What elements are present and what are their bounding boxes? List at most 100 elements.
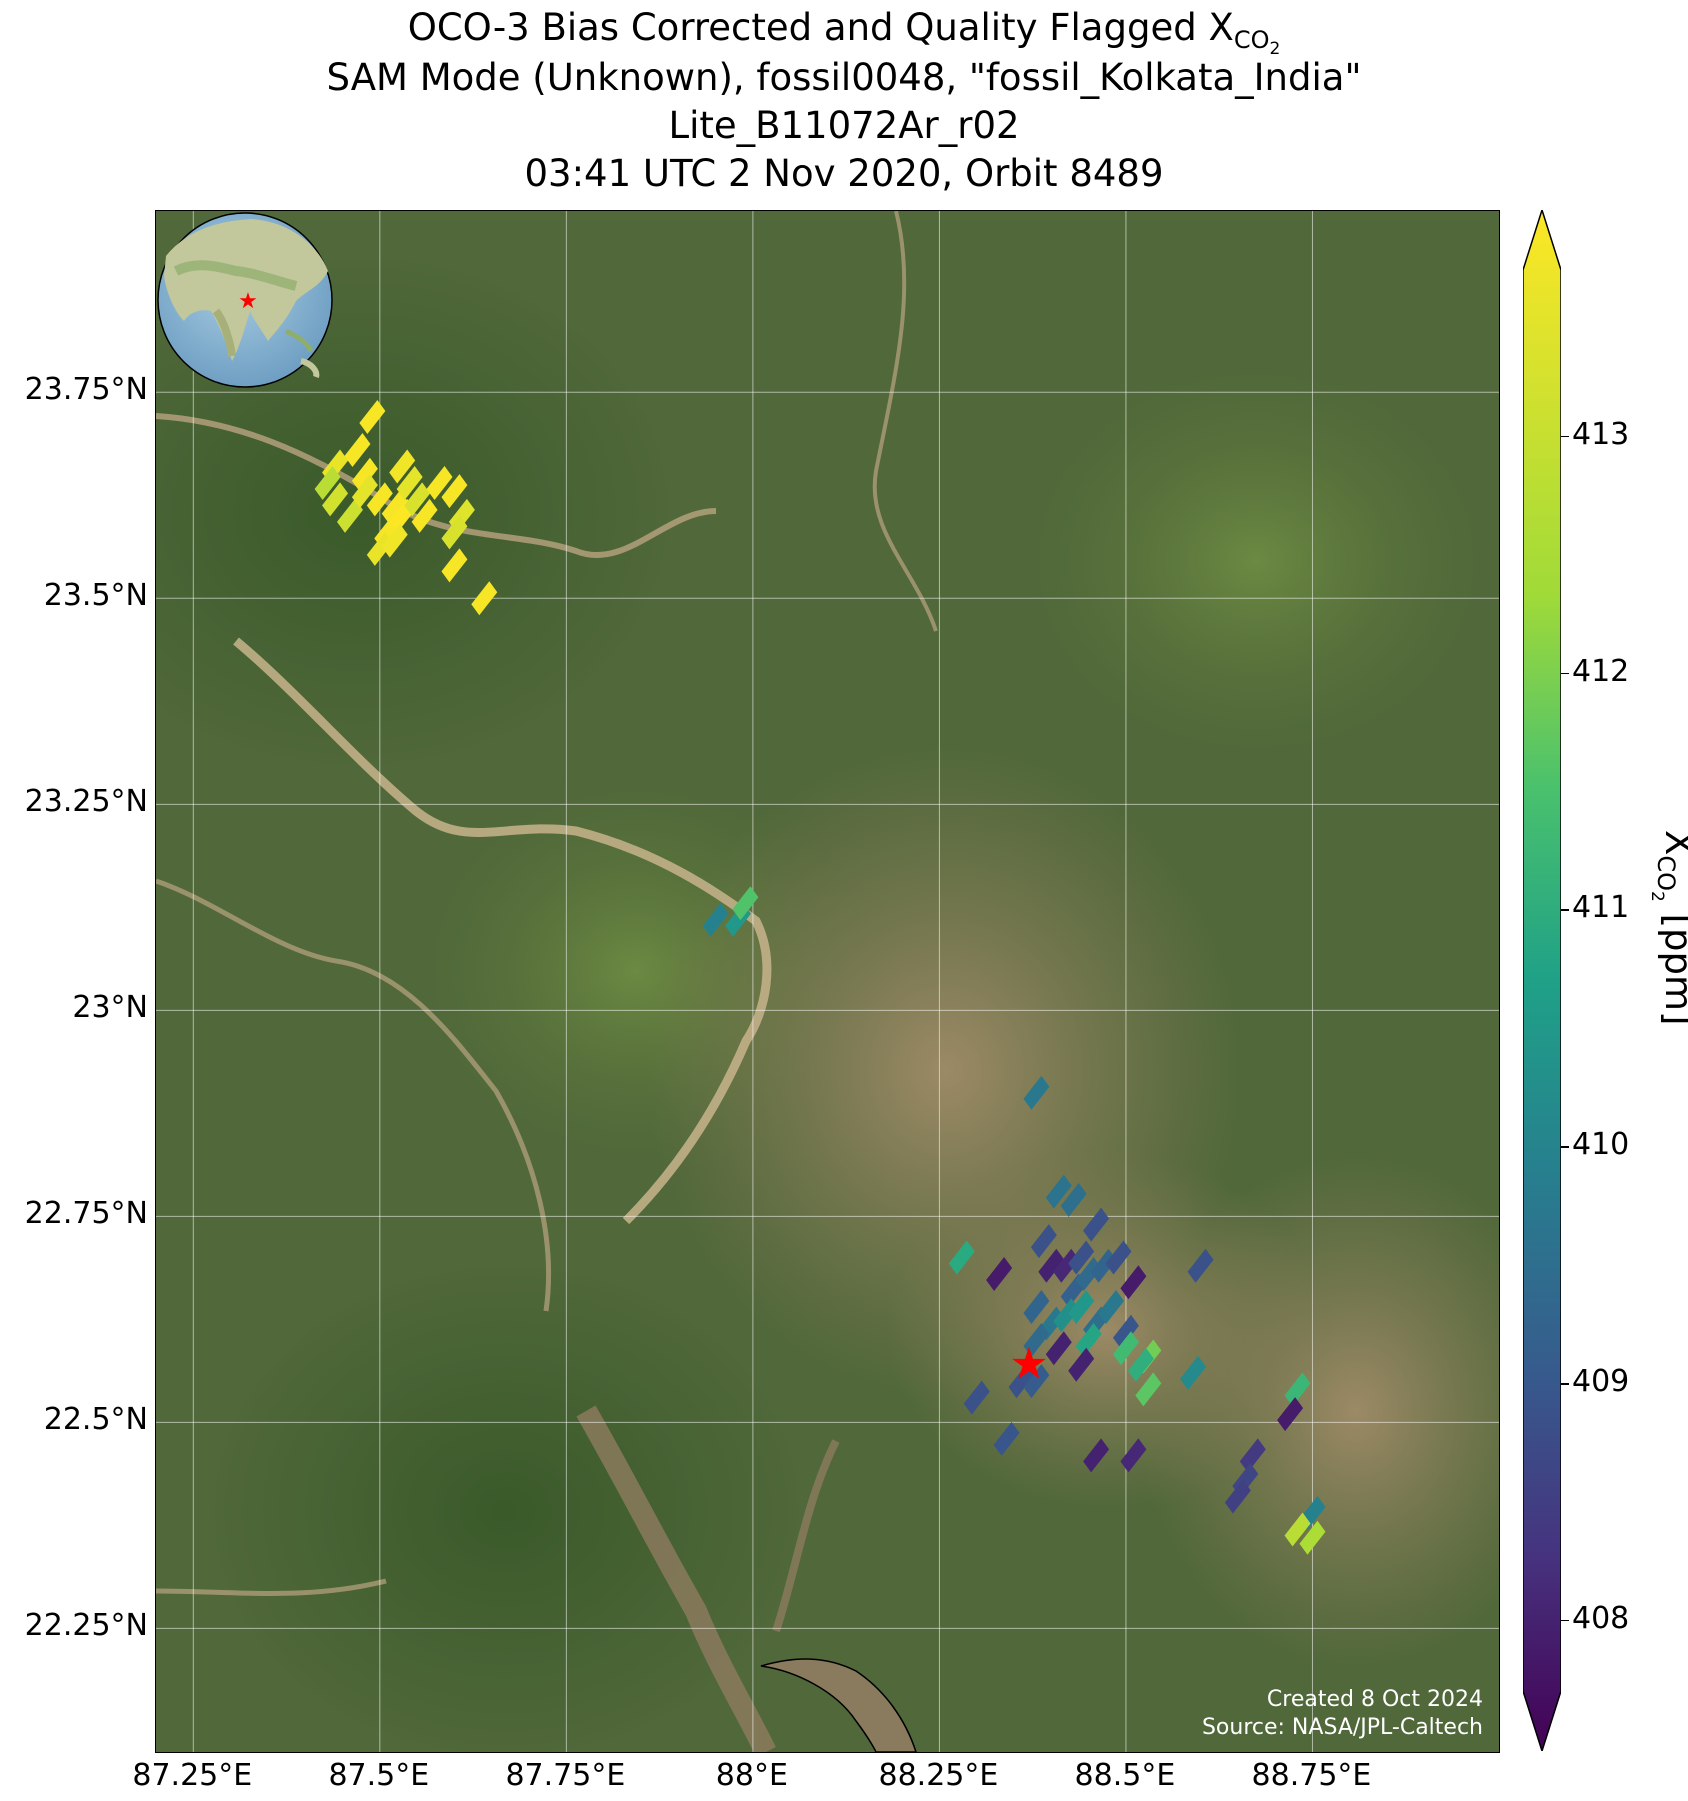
sounding-footprint <box>1105 1240 1132 1275</box>
sounding-footprint <box>993 1421 1020 1456</box>
title-line-2: SAM Mode (Unknown), fossil0048, "fossil_… <box>326 56 1362 99</box>
sounding-footprint <box>314 465 341 500</box>
sounding-footprint <box>1008 1364 1035 1399</box>
gridlines <box>156 211 1499 1752</box>
sounding-footprint <box>1053 1298 1080 1333</box>
sounding-footprint <box>1239 1438 1266 1473</box>
sounding-footprint <box>1090 1248 1117 1283</box>
sounding-footprint <box>1083 1438 1110 1473</box>
title-line-4: 03:41 UTC 2 Nov 2020, Orbit 8489 <box>524 152 1164 195</box>
colorbar-tick-label: 412 <box>1572 653 1630 689</box>
y-tick-label: 22.25°N <box>24 1608 148 1644</box>
sounding-footprint <box>389 449 416 484</box>
sounding-footprint <box>1135 1372 1162 1407</box>
sounding-footprint <box>1127 1347 1154 1382</box>
colorbar-tick-label: 410 <box>1572 1127 1630 1163</box>
sounding-footprint <box>1180 1355 1207 1390</box>
sounding-footprint <box>1045 1174 1072 1209</box>
x-tick-label: 88°E <box>715 1758 788 1793</box>
colorbar-tick-label: 411 <box>1572 890 1630 926</box>
sounding-footprint <box>1083 1207 1110 1242</box>
sounding-footprint <box>471 581 498 616</box>
map-panel[interactable]: ★ ★ Created 8 Oct 2024 Source: NASA/JPL-… <box>155 210 1500 1753</box>
sounding-footprint <box>381 490 408 525</box>
sounding-footprint <box>1030 1224 1057 1259</box>
sounding-footprint <box>1187 1248 1214 1283</box>
x-tick-label: 87.25°E <box>132 1758 253 1793</box>
colorbar-tick-label: 413 <box>1572 416 1630 452</box>
sounding-footprint <box>351 474 378 509</box>
sounding-footprint <box>322 482 349 517</box>
sounding-footprint <box>1224 1479 1251 1514</box>
sounding-footprint <box>702 902 729 937</box>
sounding-footprint <box>396 465 423 500</box>
sounding-footprint <box>441 548 468 583</box>
sounding-footprint <box>1098 1290 1125 1325</box>
sounding-footprint <box>1023 1290 1050 1325</box>
colorbar-tick-mark <box>1561 909 1569 911</box>
sounding-footprint <box>344 432 371 467</box>
sounding-footprint <box>441 515 468 550</box>
sounding-footprint <box>404 482 431 517</box>
colorbar-tick-mark <box>1561 1619 1569 1622</box>
xco2-soundings <box>314 400 1326 1555</box>
sounding-footprint <box>1068 1290 1095 1325</box>
colorbar-tick-label: 408 <box>1572 1600 1630 1636</box>
sounding-footprint <box>1120 1438 1147 1473</box>
y-tick-label: 22.5°N <box>43 1402 148 1438</box>
title-line-3: Lite_B11072Ar_r02 <box>668 104 1020 147</box>
title-line-1: OCO-3 Bias Corrected and Quality Flagged… <box>407 6 1281 60</box>
credit-text: Created 8 Oct 2024 Source: NASA/JPL-Calt… <box>1201 1687 1483 1740</box>
sounding-footprint <box>1068 1347 1095 1382</box>
target-marker: ★ <box>1009 1339 1048 1390</box>
sounding-footprint <box>336 498 363 533</box>
x-tick-label: 87.5°E <box>328 1758 430 1793</box>
sounding-footprint <box>359 400 386 435</box>
colorbar-tick-mark <box>1561 435 1569 438</box>
sounding-footprint <box>351 457 378 492</box>
y-tick-label: 22.75°N <box>24 1196 148 1232</box>
x-tick-label: 88.5°E <box>1074 1758 1176 1793</box>
sounding-footprint <box>1060 1182 1087 1217</box>
sounding-footprint <box>1284 1512 1311 1547</box>
sounding-footprint <box>426 465 453 500</box>
x-tick-label: 88.25°E <box>878 1758 999 1793</box>
colorbar-tick-mark <box>1561 672 1569 675</box>
sounding-footprint <box>948 1240 975 1275</box>
y-tick-label: 23°N <box>72 990 148 1026</box>
sounding-footprint <box>732 886 759 921</box>
sounding-footprint <box>1299 1520 1326 1555</box>
sounding-footprint <box>963 1380 990 1415</box>
sounding-footprint <box>1023 1322 1050 1357</box>
colorbar-tick-label: 409 <box>1572 1364 1630 1400</box>
sounding-footprint <box>1112 1331 1139 1366</box>
y-tick-label: 23.5°N <box>43 578 148 614</box>
sounding-footprint <box>441 474 468 509</box>
x-tick-label: 87.75°E <box>505 1758 626 1793</box>
colorbar-tick-mark <box>1561 1383 1569 1385</box>
sounding-footprint <box>366 531 393 566</box>
sounding-footprint <box>1284 1372 1311 1407</box>
colorbar <box>1523 210 1561 1751</box>
sounding-footprint <box>381 523 408 558</box>
sounding-footprint <box>1038 1248 1065 1283</box>
x-tick-label: 88.75°E <box>1251 1758 1372 1793</box>
sounding-footprint <box>1023 1364 1050 1399</box>
sounding-footprint <box>1075 1257 1102 1292</box>
sounding-footprint <box>366 482 393 517</box>
sounding-footprint <box>1277 1397 1304 1432</box>
colorbar-tick-mark <box>1561 1146 1569 1148</box>
star-icon: ★ <box>1009 1339 1048 1390</box>
sounding-footprint <box>1120 1265 1147 1300</box>
globe-star-icon: ★ <box>238 289 258 314</box>
globe-inset-asia: ★ <box>157 212 333 388</box>
y-tick-label: 23.75°N <box>24 372 148 408</box>
sounding-footprint <box>1075 1322 1102 1357</box>
sounding-footprint <box>1112 1314 1139 1349</box>
satellite-basemap: ★ <box>156 211 1499 1752</box>
sounding-footprint <box>1053 1248 1080 1283</box>
sounding-footprint <box>1023 1075 1050 1110</box>
sounding-footprint <box>411 498 438 533</box>
sounding-footprint <box>1068 1240 1095 1275</box>
colorbar-label: XCO2 [ppm] <box>1646 830 1688 1026</box>
